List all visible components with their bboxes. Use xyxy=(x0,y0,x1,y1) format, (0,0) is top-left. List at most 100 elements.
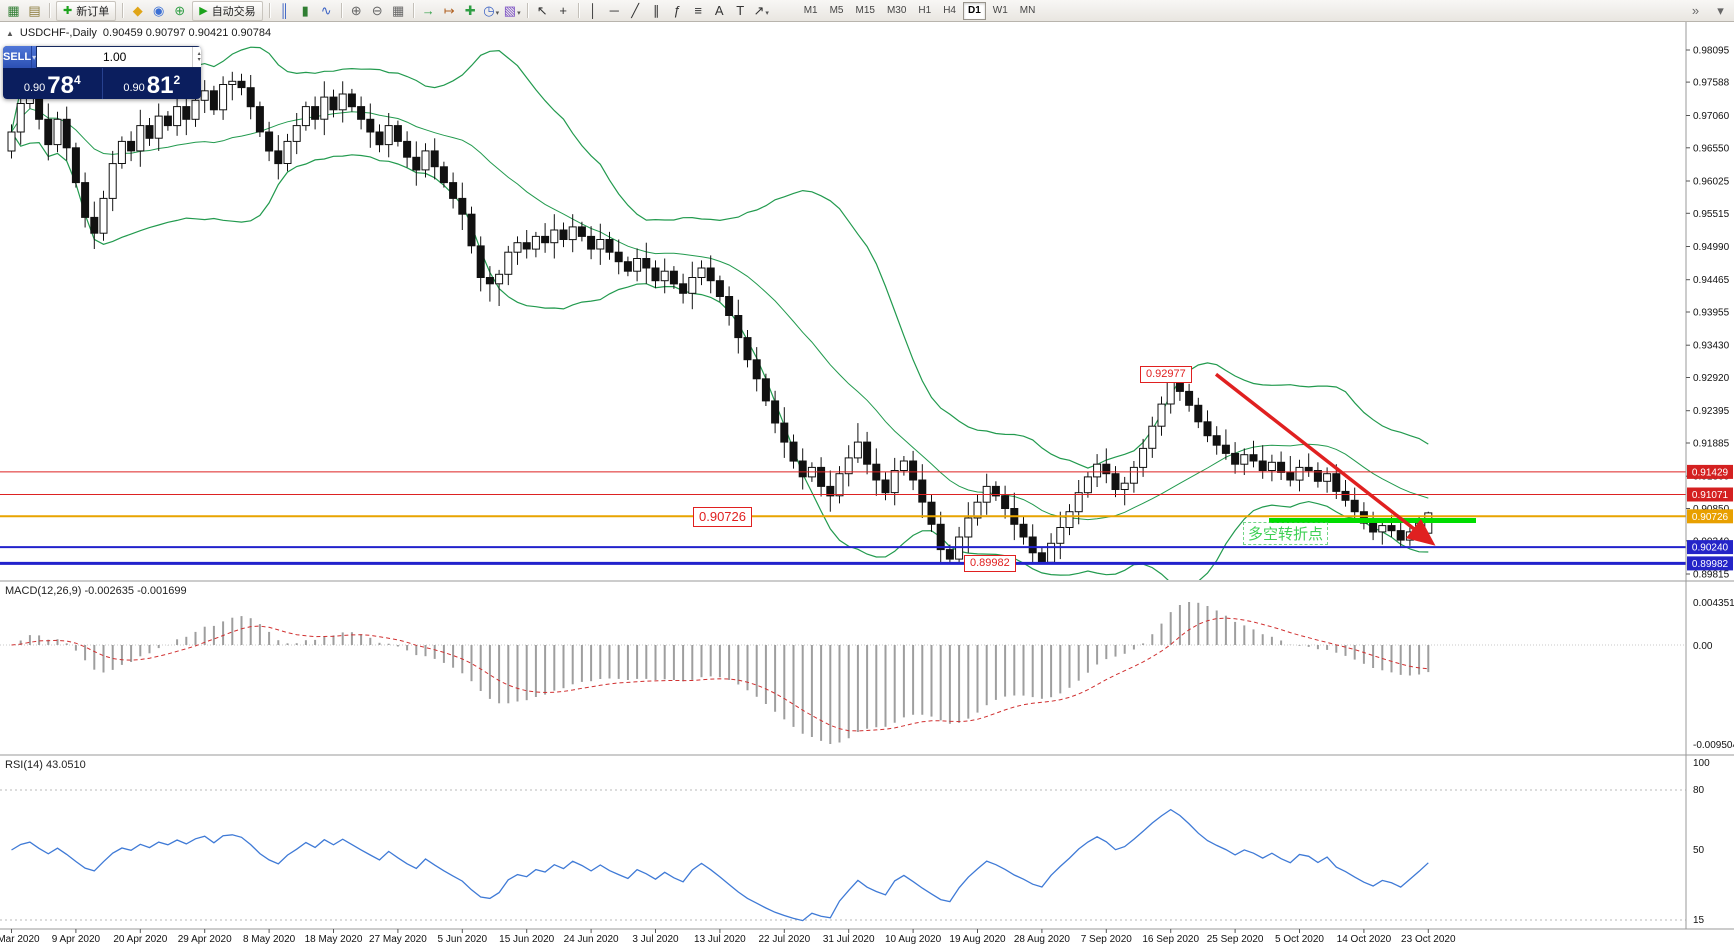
timeframe-mn[interactable]: MN xyxy=(1019,4,1036,16)
svg-text:0.95515: 0.95515 xyxy=(1693,209,1730,220)
svg-text:80: 80 xyxy=(1693,785,1705,796)
timeframe-m30[interactable]: M30 xyxy=(886,4,907,16)
tile-windows-icon[interactable]: ▦ xyxy=(392,2,405,18)
svg-text:13 Jul 2020: 13 Jul 2020 xyxy=(694,934,746,945)
bollinger-upper-line xyxy=(10,46,1429,469)
svg-text:0.92395: 0.92395 xyxy=(1693,406,1730,417)
svg-text:28 Aug 2020: 28 Aug 2020 xyxy=(1014,934,1071,945)
svg-text:0.98095: 0.98095 xyxy=(1693,46,1730,57)
time-axis[interactable]: 31 Mar 2020 9 Apr 2020 20 Apr 2020 29 Apr 2… xyxy=(0,929,1456,945)
line-chart-icon[interactable]: ∿ xyxy=(320,2,332,18)
timeframe-h4[interactable]: H4 xyxy=(943,4,956,16)
stepper-down-icon[interactable]: ▾ xyxy=(197,57,201,63)
bollinger-lower-line xyxy=(10,131,1429,580)
svg-text:25 Sep 2020: 25 Sep 2020 xyxy=(1207,934,1264,945)
chart-shift-icon[interactable]: ↦ xyxy=(443,2,455,18)
macd-label: MACD(12,26,9) -0.002635 -0.001699 xyxy=(5,585,187,597)
svg-text:-0.009504: -0.009504 xyxy=(1693,740,1734,751)
arrows-icon[interactable]: ↗▾ xyxy=(753,2,769,18)
templates-icon[interactable]: ▧▾ xyxy=(503,2,521,18)
price-annotation-support[interactable]: 0.90726 xyxy=(693,507,752,527)
main-pane[interactable] xyxy=(7,46,1433,586)
indicator-axis: 0.004351 0.00 -0.009504 100 80 50 15 xyxy=(1693,598,1734,926)
price-tag-0.90726 xyxy=(1687,509,1733,524)
svg-text:10 Aug 2020: 10 Aug 2020 xyxy=(885,934,942,945)
cursor-icon[interactable]: ↖ xyxy=(536,2,548,18)
timeframe-m15[interactable]: M15 xyxy=(855,4,875,16)
web-terminal-icon[interactable]: ⊕ xyxy=(174,2,186,18)
new-order-icon: ✚ xyxy=(63,5,73,17)
bar-chart-icon[interactable]: ║ xyxy=(279,2,289,18)
trendline-icon[interactable]: ╱ xyxy=(631,2,640,18)
price-tag-0.91071 xyxy=(1687,487,1733,502)
candles xyxy=(7,71,1433,565)
profiles-icon[interactable]: ▤ xyxy=(28,2,41,18)
svg-text:7 Sep 2020: 7 Sep 2020 xyxy=(1081,934,1133,945)
sell-dropdown-icon[interactable]: ▾ xyxy=(31,46,37,68)
chart-title: ▲ USDCHF-,Daily 0.90459 0.90797 0.90421 … xyxy=(6,27,271,39)
metaeditor-icon[interactable]: ◆ xyxy=(132,2,143,18)
auto-trading-button-label: 自动交易 xyxy=(211,5,256,18)
timeframe-m1[interactable]: M1 xyxy=(803,4,818,16)
vertical-line-icon[interactable]: │ xyxy=(589,2,598,18)
svg-text:31 Jul 2020: 31 Jul 2020 xyxy=(823,934,875,945)
indicators-icon[interactable]: ✚ xyxy=(464,2,476,18)
price-annotation-low[interactable]: 0.89982 xyxy=(964,555,1016,572)
timeframe-h1[interactable]: H1 xyxy=(918,4,932,16)
svg-text:9 Apr 2020: 9 Apr 2020 xyxy=(52,934,101,945)
periods-icon-dropdown[interactable]: ▾ xyxy=(495,9,500,17)
stepper-up-icon[interactable]: ▴ xyxy=(197,51,201,57)
turning-point-label[interactable]: 多空转折点 xyxy=(1243,522,1329,545)
svg-text:8 May 2020: 8 May 2020 xyxy=(243,934,296,945)
zoom-in-icon[interactable]: ⊕ xyxy=(350,2,362,18)
svg-text:0.97588: 0.97588 xyxy=(1693,78,1730,89)
timeframe-d1[interactable]: D1 xyxy=(963,1,986,20)
label-icon[interactable]: T xyxy=(736,2,745,18)
text-icon[interactable]: A xyxy=(714,2,724,18)
chart-ohlc-values: 0.90459 0.90797 0.90421 0.90784 xyxy=(102,27,272,39)
svg-text:16 Sep 2020: 16 Sep 2020 xyxy=(1142,934,1199,945)
channel-icon[interactable]: ∥ xyxy=(652,2,660,18)
svg-text:0.97060: 0.97060 xyxy=(1693,111,1730,122)
toolbar-separator xyxy=(268,3,270,18)
new-order-button[interactable]: ✚ 新订单 xyxy=(56,0,117,21)
sell-button[interactable]: SELL xyxy=(3,46,32,68)
window-menu-icon[interactable]: ▾ xyxy=(1717,2,1724,18)
trend-arrow[interactable] xyxy=(1214,372,1436,546)
price-annotation-peak[interactable]: 0.92977 xyxy=(1140,366,1192,383)
toolbar-separator xyxy=(577,3,579,18)
horizontal-line-icon[interactable]: ─ xyxy=(609,2,619,18)
macd-histogram xyxy=(19,602,1430,744)
auto-scroll-icon[interactable]: → xyxy=(421,2,435,18)
shapes-icon[interactable]: ≡ xyxy=(694,2,702,18)
sell-price-prefix: 0.90 xyxy=(23,82,46,94)
candlestick-chart-icon[interactable]: ▮ xyxy=(301,2,309,18)
new-chart-icon[interactable]: ▦ xyxy=(7,2,20,18)
timeframe-w1[interactable]: W1 xyxy=(992,4,1008,16)
svg-text:0.96550: 0.96550 xyxy=(1693,143,1730,154)
timeframe-m5[interactable]: M5 xyxy=(829,4,844,16)
svg-text:0.93955: 0.93955 xyxy=(1693,308,1730,319)
buy-price-button[interactable]: 0.90 81 2 xyxy=(103,68,202,99)
toolbar-separator xyxy=(340,3,342,18)
periods-icon[interactable]: ◷▾ xyxy=(483,2,500,18)
zoom-out-icon[interactable]: ⊖ xyxy=(371,2,383,18)
sell-price-button[interactable]: 0.90 78 4 xyxy=(3,68,103,99)
svg-text:15: 15 xyxy=(1693,915,1705,926)
fibonacci-icon[interactable]: ƒ xyxy=(673,2,681,18)
svg-text:23 Oct 2020: 23 Oct 2020 xyxy=(1401,934,1456,945)
auto-trading-button[interactable]: ▶ 自动交易 xyxy=(192,0,263,21)
volume-stepper[interactable]: ▴ ▾ xyxy=(192,47,201,67)
toolbar-separator xyxy=(122,3,124,18)
templates-icon-dropdown[interactable]: ▾ xyxy=(517,9,521,17)
toolbar-more-icon[interactable]: » xyxy=(1691,2,1700,18)
volume-input[interactable] xyxy=(37,47,193,67)
buy-price-main: 81 xyxy=(146,72,174,99)
horizontal-lines[interactable] xyxy=(0,471,1686,565)
svg-text:0.89982: 0.89982 xyxy=(1692,559,1729,570)
community-icon[interactable]: ◉ xyxy=(153,2,165,18)
arrows-icon-dropdown[interactable]: ▾ xyxy=(765,9,769,17)
crosshair-icon[interactable]: + xyxy=(559,2,567,18)
